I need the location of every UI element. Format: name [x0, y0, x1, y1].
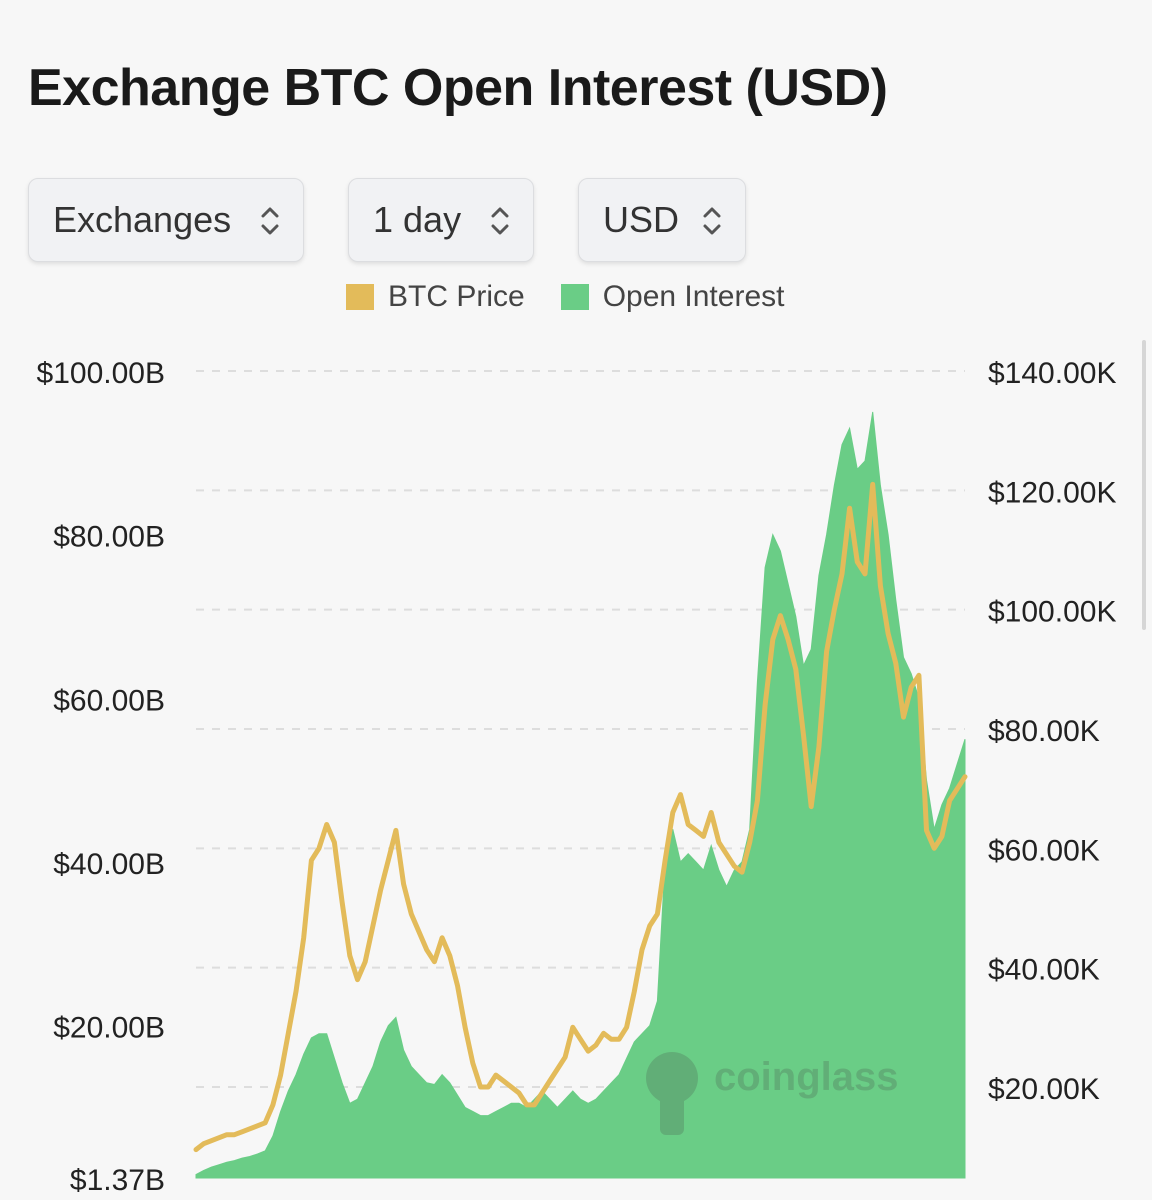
chevron-up-down-icon [703, 207, 721, 235]
legend-item-btc-price[interactable]: BTC Price [346, 280, 525, 314]
chart-legend: BTC Price Open Interest [346, 280, 820, 314]
chevron-up-down-icon [261, 207, 279, 235]
legend-label-open-interest: Open Interest [602, 280, 785, 313]
y-axis-left-tick-label: $100.00B [37, 357, 165, 390]
legend-swatch-btc-price [346, 284, 374, 310]
interval-select[interactable]: 1 day [348, 178, 534, 262]
y-axis-right-tick-label: $100.00K [988, 596, 1116, 629]
y-axis-left-tick-label: $20.00B [53, 1012, 165, 1045]
chevron-up-down-icon [491, 207, 509, 235]
y-axis-right-tick-label: $40.00K [988, 954, 1100, 987]
coinglass-logo-icon [646, 1052, 698, 1104]
coinglass-logo-stem [660, 1095, 684, 1135]
coinglass-watermark: coinglass [646, 1052, 899, 1135]
legend-label-btc-price: BTC Price [388, 280, 525, 313]
y-axis-right-tick-label: $60.00K [988, 834, 1100, 867]
currency-select-label: USD [603, 199, 680, 240]
exchanges-select-label: Exchanges [53, 199, 232, 240]
y-axis-left-tick-label: $80.00B [53, 521, 165, 554]
y-axis-right-tick-label: $20.00K [988, 1073, 1100, 1106]
currency-select[interactable]: USD [578, 178, 746, 262]
y-axis-left-tick-label: $1.37B [70, 1164, 165, 1197]
series-open-interest-area [195, 411, 966, 1179]
y-axis-right-tick-label: $80.00K [988, 715, 1100, 748]
watermark-text: coinglass [714, 1055, 899, 1099]
y-axis-right-tick-label: $120.00K [988, 476, 1116, 509]
interval-select-label: 1 day [373, 199, 462, 240]
legend-swatch-open-interest [560, 284, 589, 310]
exchanges-select[interactable]: Exchanges [28, 178, 304, 262]
y-axis-right-tick-label: $140.00K [988, 357, 1116, 390]
legend-item-open-interest[interactable]: Open Interest [560, 280, 785, 314]
scrollbar[interactable] [1142, 340, 1146, 630]
page-title: Exchange BTC Open Interest (USD) [28, 59, 888, 117]
y-axis-left-tick-label: $60.00B [53, 684, 165, 717]
y-axis-left-tick-label: $40.00B [53, 848, 165, 881]
series-btc-price-line [193, 481, 968, 1153]
open-interest-chart: $1.37B $20.00B $40.00B $60.00B $80.00B $100.0… [37, 357, 1117, 1197]
